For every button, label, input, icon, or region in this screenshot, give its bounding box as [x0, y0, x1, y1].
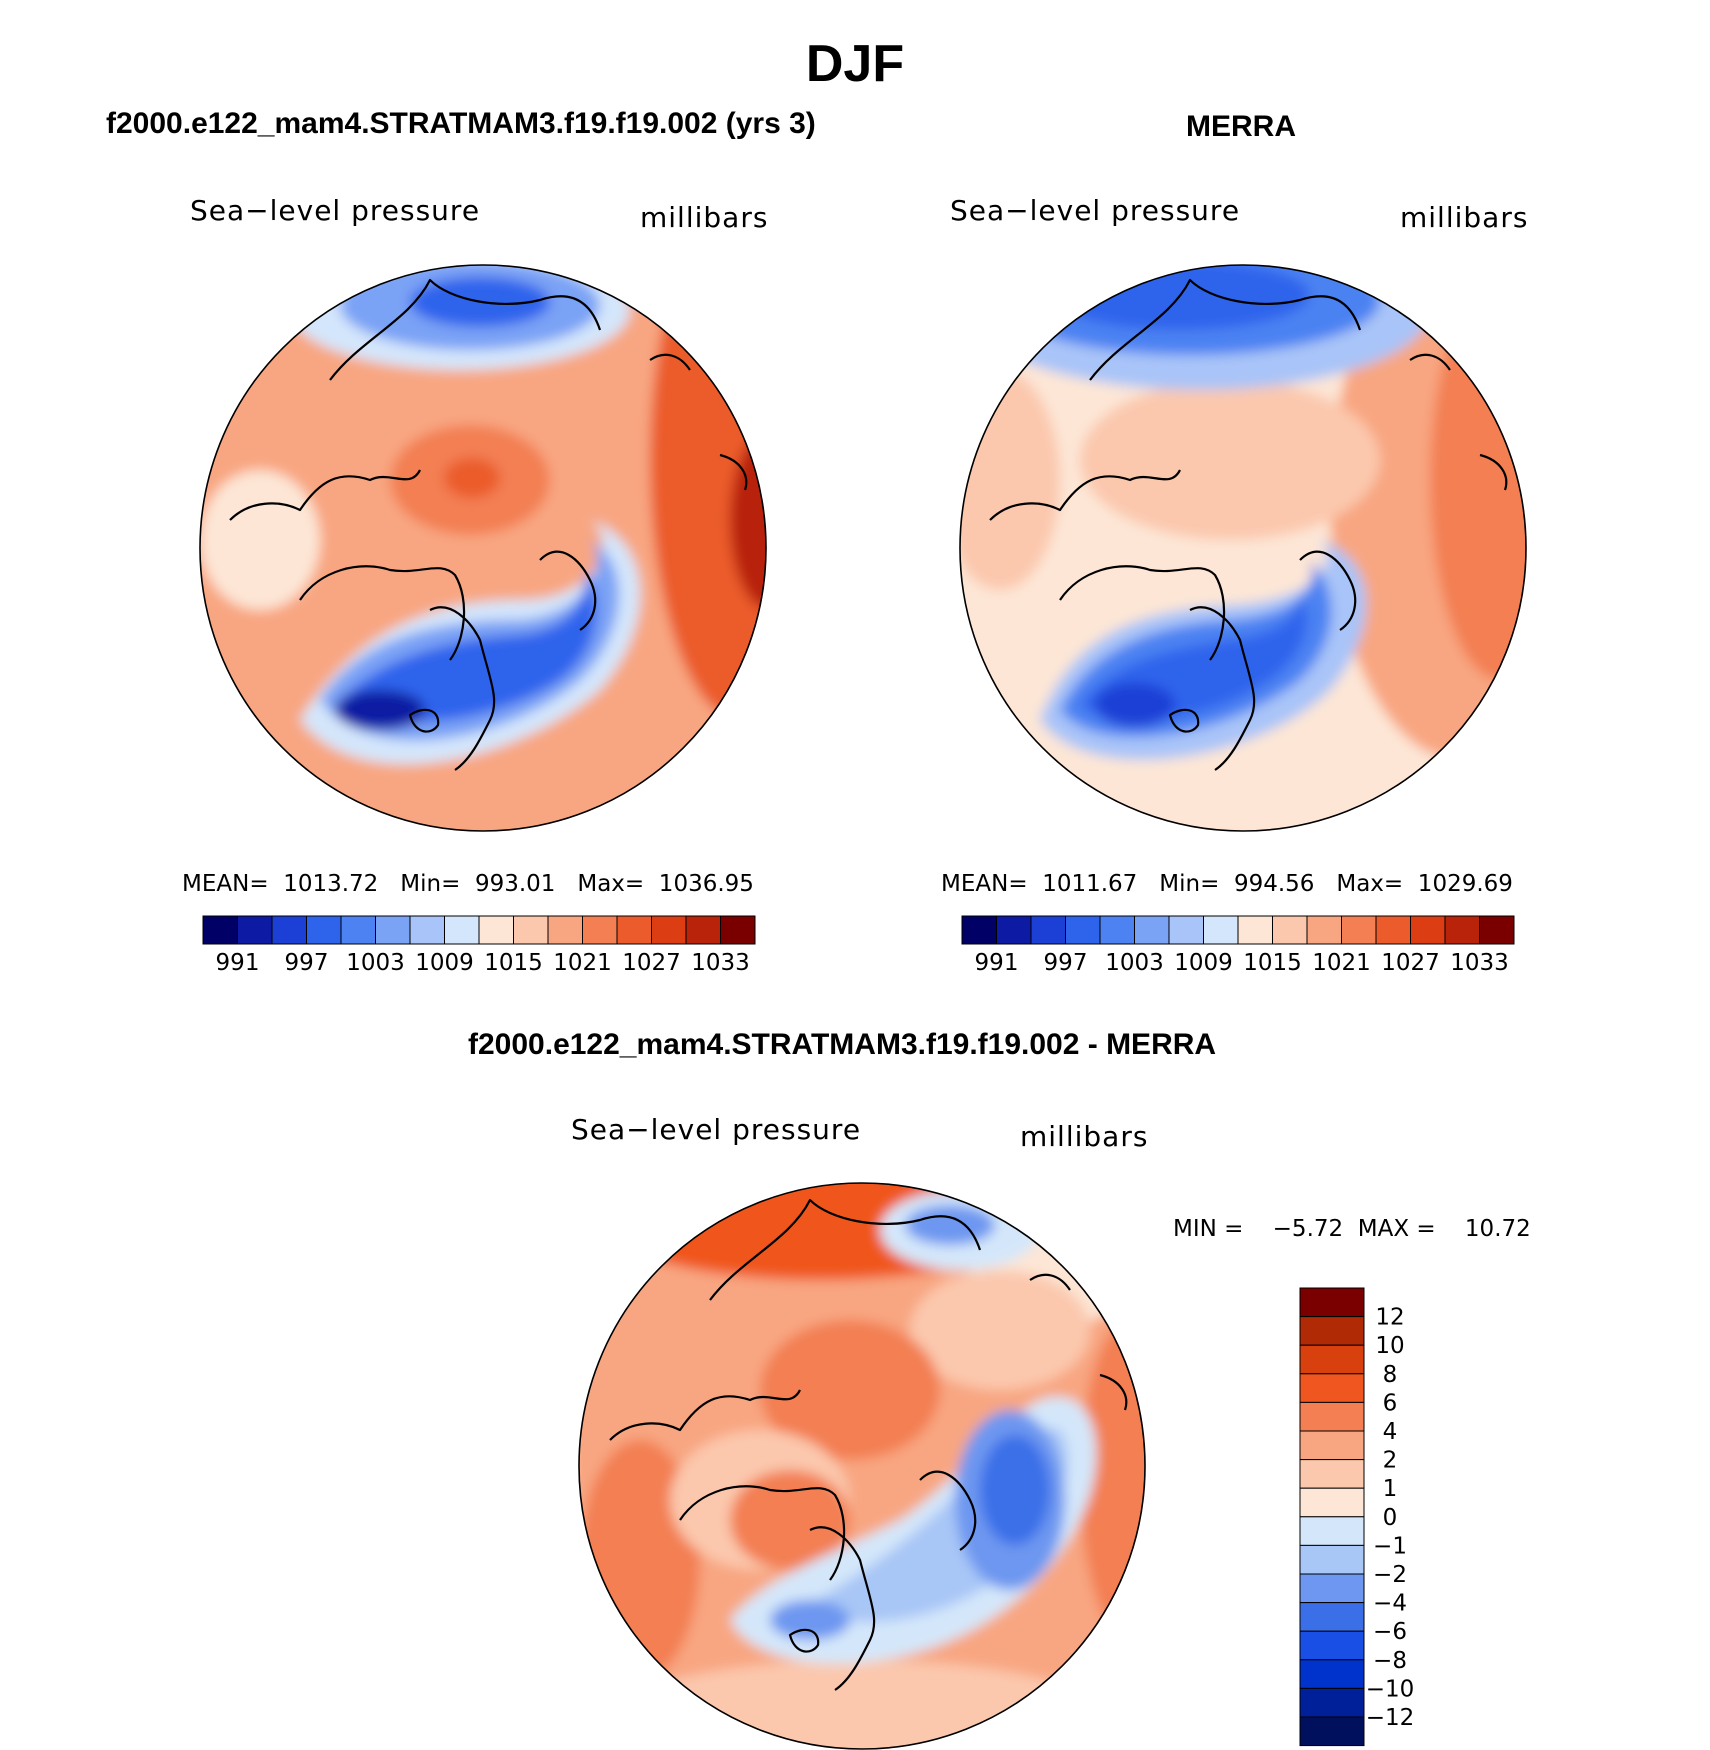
colorbar-swatch: [1375, 915, 1411, 945]
colorbar-tick-label: 1015: [1243, 950, 1302, 976]
colorbar-tick-label: 997: [1044, 950, 1088, 976]
panel-2-variable-label: Sea−level pressure: [950, 194, 1240, 227]
colorbar-swatch: [1299, 1687, 1365, 1718]
panel-3-variable-label: Sea−level pressure: [571, 1113, 861, 1146]
map-panel-3: [578, 1182, 1146, 1750]
panel-1-units-label: millibars: [640, 201, 768, 234]
colorbar-swatch: [651, 915, 687, 945]
colorbar-tick-label: 1009: [415, 950, 474, 976]
colorbar-tick-label: 4: [1383, 1419, 1398, 1445]
colorbar-swatch: [478, 915, 514, 945]
colorbar-swatch: [1299, 1287, 1365, 1318]
map-panel-1: [199, 264, 767, 832]
colorbar-swatch: [375, 915, 411, 945]
colorbar-swatch: [1299, 1459, 1365, 1489]
colorbar-swatch: [1134, 915, 1170, 945]
colorbar-swatch: [1299, 1316, 1365, 1346]
colorbar-swatch: [340, 915, 376, 945]
colorbar-tick-label: 10: [1375, 1333, 1404, 1359]
colorbar-tick-label: −10: [1366, 1676, 1415, 1702]
colorbar-swatch: [1299, 1373, 1365, 1403]
colorbar-swatch: [1299, 1659, 1365, 1689]
colorbar-swatch: [1299, 1544, 1365, 1575]
colorbar-tick-label: −4: [1373, 1591, 1407, 1617]
colorbar-tick-label: 12: [1375, 1305, 1404, 1331]
colorbar-tick-label: 1: [1383, 1476, 1398, 1502]
colorbar-tick-label: 997: [285, 950, 329, 976]
map-panel-2: [959, 264, 1527, 832]
panel-1-variable-label: Sea−level pressure: [190, 194, 480, 227]
colorbar-tick-label: 1021: [1312, 950, 1371, 976]
colorbar-swatch: [1099, 915, 1135, 945]
panel-3-stats: MIN = −5.72 MAX = 10.72: [1173, 1216, 1531, 1242]
colorbar-swatch: [237, 915, 273, 945]
colorbar-swatch: [1299, 1716, 1365, 1747]
colorbar-swatch: [1299, 1344, 1365, 1375]
colorbar-swatch: [685, 915, 721, 945]
colorbar-swatch: [1299, 1516, 1365, 1546]
colorbar-tick-label: 6: [1383, 1390, 1398, 1416]
colorbar-swatch: [547, 915, 583, 945]
figure-title: DJF: [805, 35, 905, 93]
colorbar-tick-label: 1003: [346, 950, 405, 976]
colorbar-swatch: [1299, 1430, 1365, 1461]
colorbar-swatch: [513, 915, 549, 945]
colorbar-tick-label: 8: [1383, 1362, 1398, 1388]
panel-3-units-label: millibars: [1020, 1120, 1148, 1153]
colorbar-panel-1: 991 997 1003 1009 1015 1021 1027 1033: [202, 915, 756, 976]
colorbar-tick-label: 991: [975, 950, 1019, 976]
colorbar-swatch: [444, 915, 480, 945]
colorbar-tick-label: −12: [1366, 1705, 1415, 1731]
colorbar-swatch: [961, 915, 997, 945]
colorbar-tick-label: 0: [1383, 1505, 1398, 1531]
colorbar-tick-label: 1027: [1381, 950, 1440, 976]
colorbar-swatch: [1410, 915, 1446, 945]
colorbar-tick-label: 1003: [1105, 950, 1164, 976]
panel-1-stats: MEAN= 1013.72 Min= 993.01 Max= 1036.95: [182, 871, 754, 897]
colorbar-tick-label: 1033: [691, 950, 750, 976]
colorbar-swatch: [1030, 915, 1066, 945]
colorbar-swatch: [1341, 915, 1377, 945]
colorbar-tick-label: 1021: [553, 950, 612, 976]
panel-2-heading: MERRA: [1186, 110, 1296, 143]
colorbar-tick-label: 1033: [1450, 950, 1509, 976]
colorbar-tick-label: −8: [1373, 1648, 1407, 1674]
colorbar-swatch: [582, 915, 618, 945]
colorbar-swatch: [1272, 915, 1308, 945]
colorbar-panel-2: 991 997 1003 1009 1015 1021 1027 1033: [961, 915, 1515, 976]
colorbar-swatch: [306, 915, 342, 945]
colorbar-swatch: [996, 915, 1032, 945]
colorbar-tick-label: −6: [1373, 1619, 1407, 1645]
colorbar-swatch: [1299, 1630, 1365, 1661]
colorbar-swatch: [1444, 915, 1480, 945]
colorbar-swatch: [1237, 915, 1273, 945]
colorbar-swatch: [1479, 915, 1515, 945]
colorbar-swatch: [1306, 915, 1342, 945]
colorbar-swatch: [409, 915, 445, 945]
panel-1-heading: f2000.e122_mam4.STRATMAM3.f19.f19.002 (y…: [106, 107, 816, 140]
panel-2-stats: MEAN= 1011.67 Min= 994.56 Max= 1029.69: [941, 871, 1513, 897]
colorbar-tick-label: 991: [216, 950, 260, 976]
colorbar-swatch: [1168, 915, 1204, 945]
panel-3-heading: f2000.e122_mam4.STRATMAM3.f19.f19.002 - …: [468, 1028, 1217, 1061]
colorbar-tick-label: 1027: [622, 950, 681, 976]
colorbar-tick-label: 2: [1383, 1448, 1398, 1474]
colorbar-swatch: [1299, 1487, 1365, 1518]
panel-2-units-label: millibars: [1400, 201, 1528, 234]
colorbar-tick-label: 1015: [484, 950, 543, 976]
colorbar-swatch: [1065, 915, 1101, 945]
colorbar-swatch: [1299, 1401, 1365, 1432]
colorbar-tick-label: 1009: [1174, 950, 1233, 976]
colorbar-swatch: [202, 915, 238, 945]
colorbar-swatch: [1203, 915, 1239, 945]
colorbar-tick-label: −1: [1373, 1533, 1407, 1559]
colorbar-swatch: [271, 915, 307, 945]
colorbar-swatch: [720, 915, 756, 945]
colorbar-swatch: [616, 915, 652, 945]
colorbar-swatch: [1299, 1602, 1365, 1632]
colorbar-swatch: [1299, 1573, 1365, 1604]
colorbar-tick-label: −2: [1373, 1562, 1407, 1588]
